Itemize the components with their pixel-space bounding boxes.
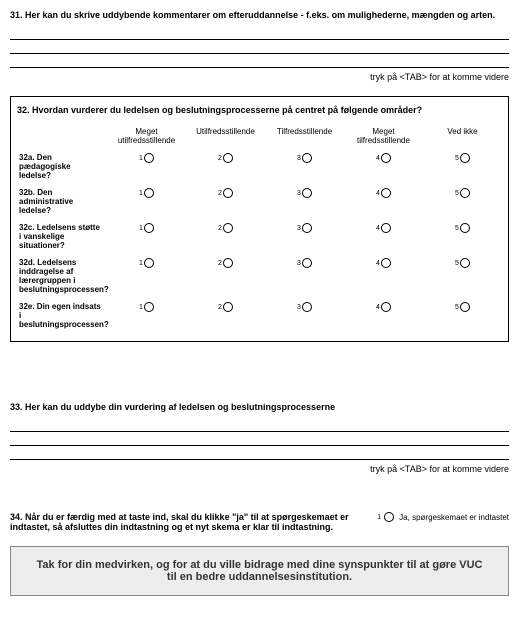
col-header: Utilfredsstillende	[186, 123, 265, 149]
radio-option[interactable]	[144, 153, 154, 163]
col-header: Tilfredsstillende	[265, 123, 344, 149]
radio-option[interactable]	[302, 223, 312, 233]
rating-table: Meget utilfredsstillende Utilfredsstille…	[17, 123, 502, 333]
row-label: 32a. Den pædagogiske ledelse?	[17, 149, 107, 184]
radio-num: 2	[218, 190, 222, 197]
radio-option[interactable]	[223, 188, 233, 198]
text-line	[10, 28, 509, 40]
table-row: 32d. Ledelsens inddragelse af lærergrupp…	[17, 254, 502, 298]
radio-option[interactable]	[223, 223, 233, 233]
radio-num: 4	[376, 190, 380, 197]
radio-num: 4	[376, 155, 380, 162]
q34-answer-label: Ja, spørgeskemaet er indtastet	[399, 513, 509, 522]
radio-num: 2	[218, 155, 222, 162]
radio-num: 4	[376, 304, 380, 311]
q32-box: 32. Hvordan vurderer du ledelsen og besl…	[10, 96, 509, 342]
row-label: 32c. Ledelsens støtte i vanskelige situa…	[17, 219, 107, 254]
radio-num: 5	[455, 304, 459, 311]
radio-num: 3	[297, 260, 301, 267]
radio-option[interactable]	[381, 188, 391, 198]
radio-num: 5	[455, 260, 459, 267]
radio-num: 1	[377, 514, 381, 521]
radio-num: 1	[139, 260, 143, 267]
q31-lines[interactable]	[10, 28, 509, 68]
radio-num: 3	[297, 225, 301, 232]
q34-title: 34. Når du er færdig med at taste ind, s…	[10, 512, 367, 532]
radio-option[interactable]	[223, 153, 233, 163]
q31-title: 31. Her kan du skrive uddybende kommenta…	[10, 10, 509, 20]
radio-option[interactable]	[381, 153, 391, 163]
radio-num: 2	[218, 304, 222, 311]
text-line	[10, 420, 509, 432]
radio-option[interactable]	[302, 258, 312, 268]
thanks-box: Tak for din medvirken, og for at du vill…	[10, 546, 509, 596]
text-line	[10, 42, 509, 54]
row-label: 32d. Ledelsens inddragelse af lærergrupp…	[17, 254, 107, 298]
radio-option[interactable]	[223, 302, 233, 312]
radio-num: 1	[139, 155, 143, 162]
radio-option[interactable]	[460, 223, 470, 233]
row-label: 32b. Den administrative ledelse?	[17, 184, 107, 219]
radio-option[interactable]	[381, 258, 391, 268]
col-header: Meget utilfredsstillende	[107, 123, 186, 149]
table-row: 32c. Ledelsens støtte i vanskelige situa…	[17, 219, 502, 254]
radio-option[interactable]	[381, 302, 391, 312]
radio-option[interactable]	[302, 188, 312, 198]
radio-option[interactable]	[460, 153, 470, 163]
table-row: 32e. Din egen indsats i beslutningsproce…	[17, 298, 502, 333]
col-header: Ved ikke	[423, 123, 502, 149]
radio-num: 2	[218, 260, 222, 267]
text-line	[10, 448, 509, 460]
radio-num: 5	[455, 155, 459, 162]
radio-option[interactable]	[384, 512, 394, 522]
radio-num: 3	[297, 304, 301, 311]
q32-title: 32. Hvordan vurderer du ledelsen og besl…	[17, 105, 502, 115]
radio-option[interactable]	[144, 223, 154, 233]
col-header: Meget tilfredsstillende	[344, 123, 423, 149]
radio-option[interactable]	[302, 302, 312, 312]
radio-option[interactable]	[381, 223, 391, 233]
q33-lines[interactable]	[10, 420, 509, 460]
radio-option[interactable]	[144, 188, 154, 198]
text-line	[10, 56, 509, 68]
radio-option[interactable]	[460, 302, 470, 312]
row-label: 32e. Din egen indsats i beslutningsproce…	[17, 298, 107, 333]
table-row: 32a. Den pædagogiske ledelse? 1 2 3 4 5	[17, 149, 502, 184]
radio-option[interactable]	[460, 188, 470, 198]
table-row: 32b. Den administrative ledelse? 1 2 3 4…	[17, 184, 502, 219]
radio-num: 4	[376, 260, 380, 267]
q31-hint: tryk på <TAB> for at komme videre	[10, 72, 509, 82]
q33-title: 33. Her kan du uddybe din vurdering af l…	[10, 402, 509, 412]
radio-option[interactable]	[460, 258, 470, 268]
radio-option[interactable]	[223, 258, 233, 268]
radio-num: 4	[376, 225, 380, 232]
radio-option[interactable]	[144, 258, 154, 268]
text-line	[10, 434, 509, 446]
radio-num: 2	[218, 225, 222, 232]
radio-num: 5	[455, 225, 459, 232]
radio-num: 1	[139, 190, 143, 197]
radio-num: 3	[297, 155, 301, 162]
q33-hint: tryk på <TAB> for at komme videre	[10, 464, 509, 474]
q34-row: 34. Når du er færdig med at taste ind, s…	[10, 512, 509, 532]
radio-num: 3	[297, 190, 301, 197]
radio-num: 5	[455, 190, 459, 197]
radio-num: 1	[139, 225, 143, 232]
radio-option[interactable]	[144, 302, 154, 312]
radio-option[interactable]	[302, 153, 312, 163]
radio-num: 1	[139, 304, 143, 311]
